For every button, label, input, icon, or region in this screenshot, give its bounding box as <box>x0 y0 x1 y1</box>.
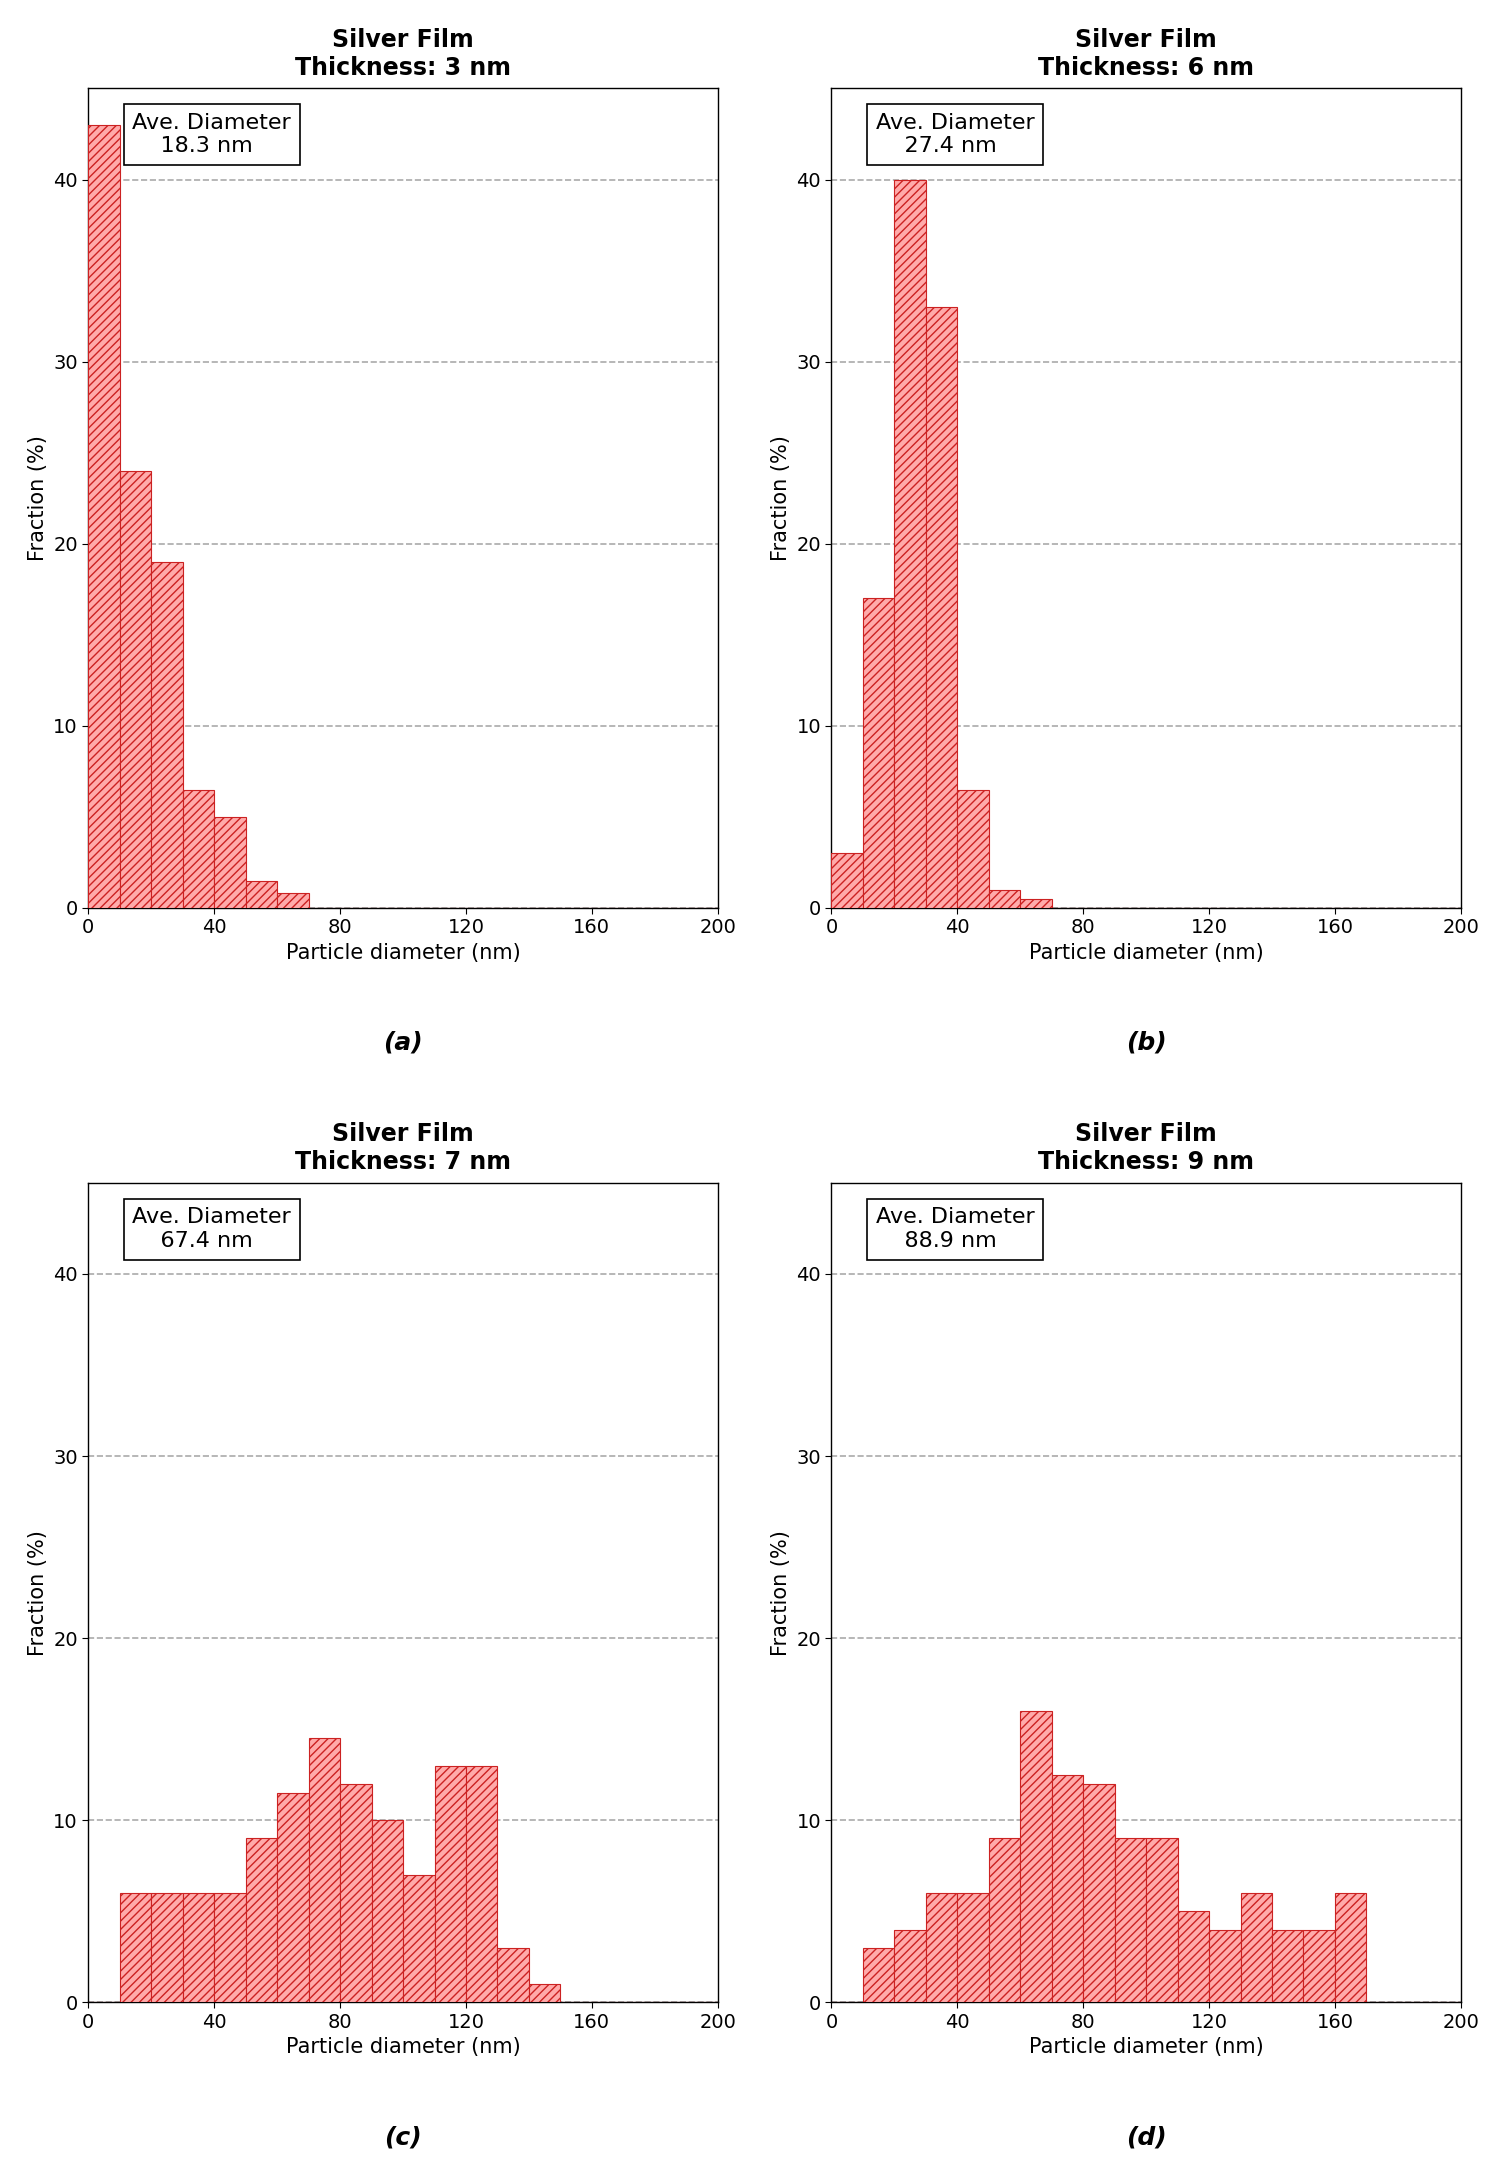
Title: Silver Film
Thickness: 9 nm: Silver Film Thickness: 9 nm <box>1038 1123 1254 1175</box>
Bar <box>182 789 214 908</box>
Y-axis label: Fraction (%): Fraction (%) <box>27 436 48 562</box>
Bar <box>372 1821 402 2003</box>
Text: (d): (d) <box>1126 2125 1166 2148</box>
Bar <box>214 817 246 908</box>
Bar <box>214 1893 246 2003</box>
Bar <box>434 1765 466 2003</box>
Text: Ave. Diameter
    67.4 nm: Ave. Diameter 67.4 nm <box>133 1208 291 1251</box>
Bar <box>466 1765 497 2003</box>
Text: (b): (b) <box>1126 1032 1166 1056</box>
X-axis label: Particle diameter (nm): Particle diameter (nm) <box>286 943 520 963</box>
Bar <box>151 562 182 908</box>
Text: Ave. Diameter
    88.9 nm: Ave. Diameter 88.9 nm <box>876 1208 1034 1251</box>
Bar <box>925 1893 957 2003</box>
Bar <box>341 1784 372 2003</box>
Bar <box>182 1893 214 2003</box>
Bar <box>529 1984 561 2003</box>
Bar <box>864 1947 894 2003</box>
Bar <box>402 1875 434 2003</box>
Bar <box>89 126 121 908</box>
Y-axis label: Fraction (%): Fraction (%) <box>27 1531 48 1656</box>
Bar <box>894 180 925 908</box>
Title: Silver Film
Thickness: 6 nm: Silver Film Thickness: 6 nm <box>1038 28 1254 80</box>
Bar <box>1177 1912 1209 2003</box>
Bar <box>864 598 894 908</box>
Bar <box>894 1930 925 2003</box>
Bar <box>989 1838 1020 2003</box>
Title: Silver Film
Thickness: 3 nm: Silver Film Thickness: 3 nm <box>295 28 511 80</box>
Text: (a): (a) <box>383 1032 423 1056</box>
Bar <box>1084 1784 1115 2003</box>
Bar <box>1240 1893 1272 2003</box>
Bar <box>246 1838 277 2003</box>
Bar <box>1272 1930 1304 2003</box>
Bar <box>1052 1776 1084 2003</box>
Text: (c): (c) <box>384 2125 422 2148</box>
Y-axis label: Fraction (%): Fraction (%) <box>772 436 791 562</box>
X-axis label: Particle diameter (nm): Particle diameter (nm) <box>1029 2038 1263 2057</box>
Bar <box>1020 900 1052 908</box>
Bar <box>246 880 277 908</box>
Bar <box>925 308 957 908</box>
Bar <box>1335 1893 1367 2003</box>
Bar <box>1147 1838 1177 2003</box>
Bar <box>277 1793 309 2003</box>
Y-axis label: Fraction (%): Fraction (%) <box>772 1531 791 1656</box>
Bar <box>1304 1930 1335 2003</box>
Bar <box>121 1893 151 2003</box>
Bar <box>989 889 1020 908</box>
Bar <box>121 470 151 908</box>
X-axis label: Particle diameter (nm): Particle diameter (nm) <box>286 2038 520 2057</box>
Bar <box>1209 1930 1240 2003</box>
X-axis label: Particle diameter (nm): Particle diameter (nm) <box>1029 943 1263 963</box>
Bar <box>832 854 864 908</box>
Bar <box>1115 1838 1147 2003</box>
Bar <box>497 1947 529 2003</box>
Bar <box>277 893 309 908</box>
Bar <box>957 789 989 908</box>
Title: Silver Film
Thickness: 7 nm: Silver Film Thickness: 7 nm <box>295 1123 511 1175</box>
Text: Ave. Diameter
    18.3 nm: Ave. Diameter 18.3 nm <box>133 113 291 156</box>
Bar <box>151 1893 182 2003</box>
Bar <box>957 1893 989 2003</box>
Bar <box>1020 1711 1052 2003</box>
Bar <box>309 1739 341 2003</box>
Text: Ave. Diameter
    27.4 nm: Ave. Diameter 27.4 nm <box>876 113 1034 156</box>
